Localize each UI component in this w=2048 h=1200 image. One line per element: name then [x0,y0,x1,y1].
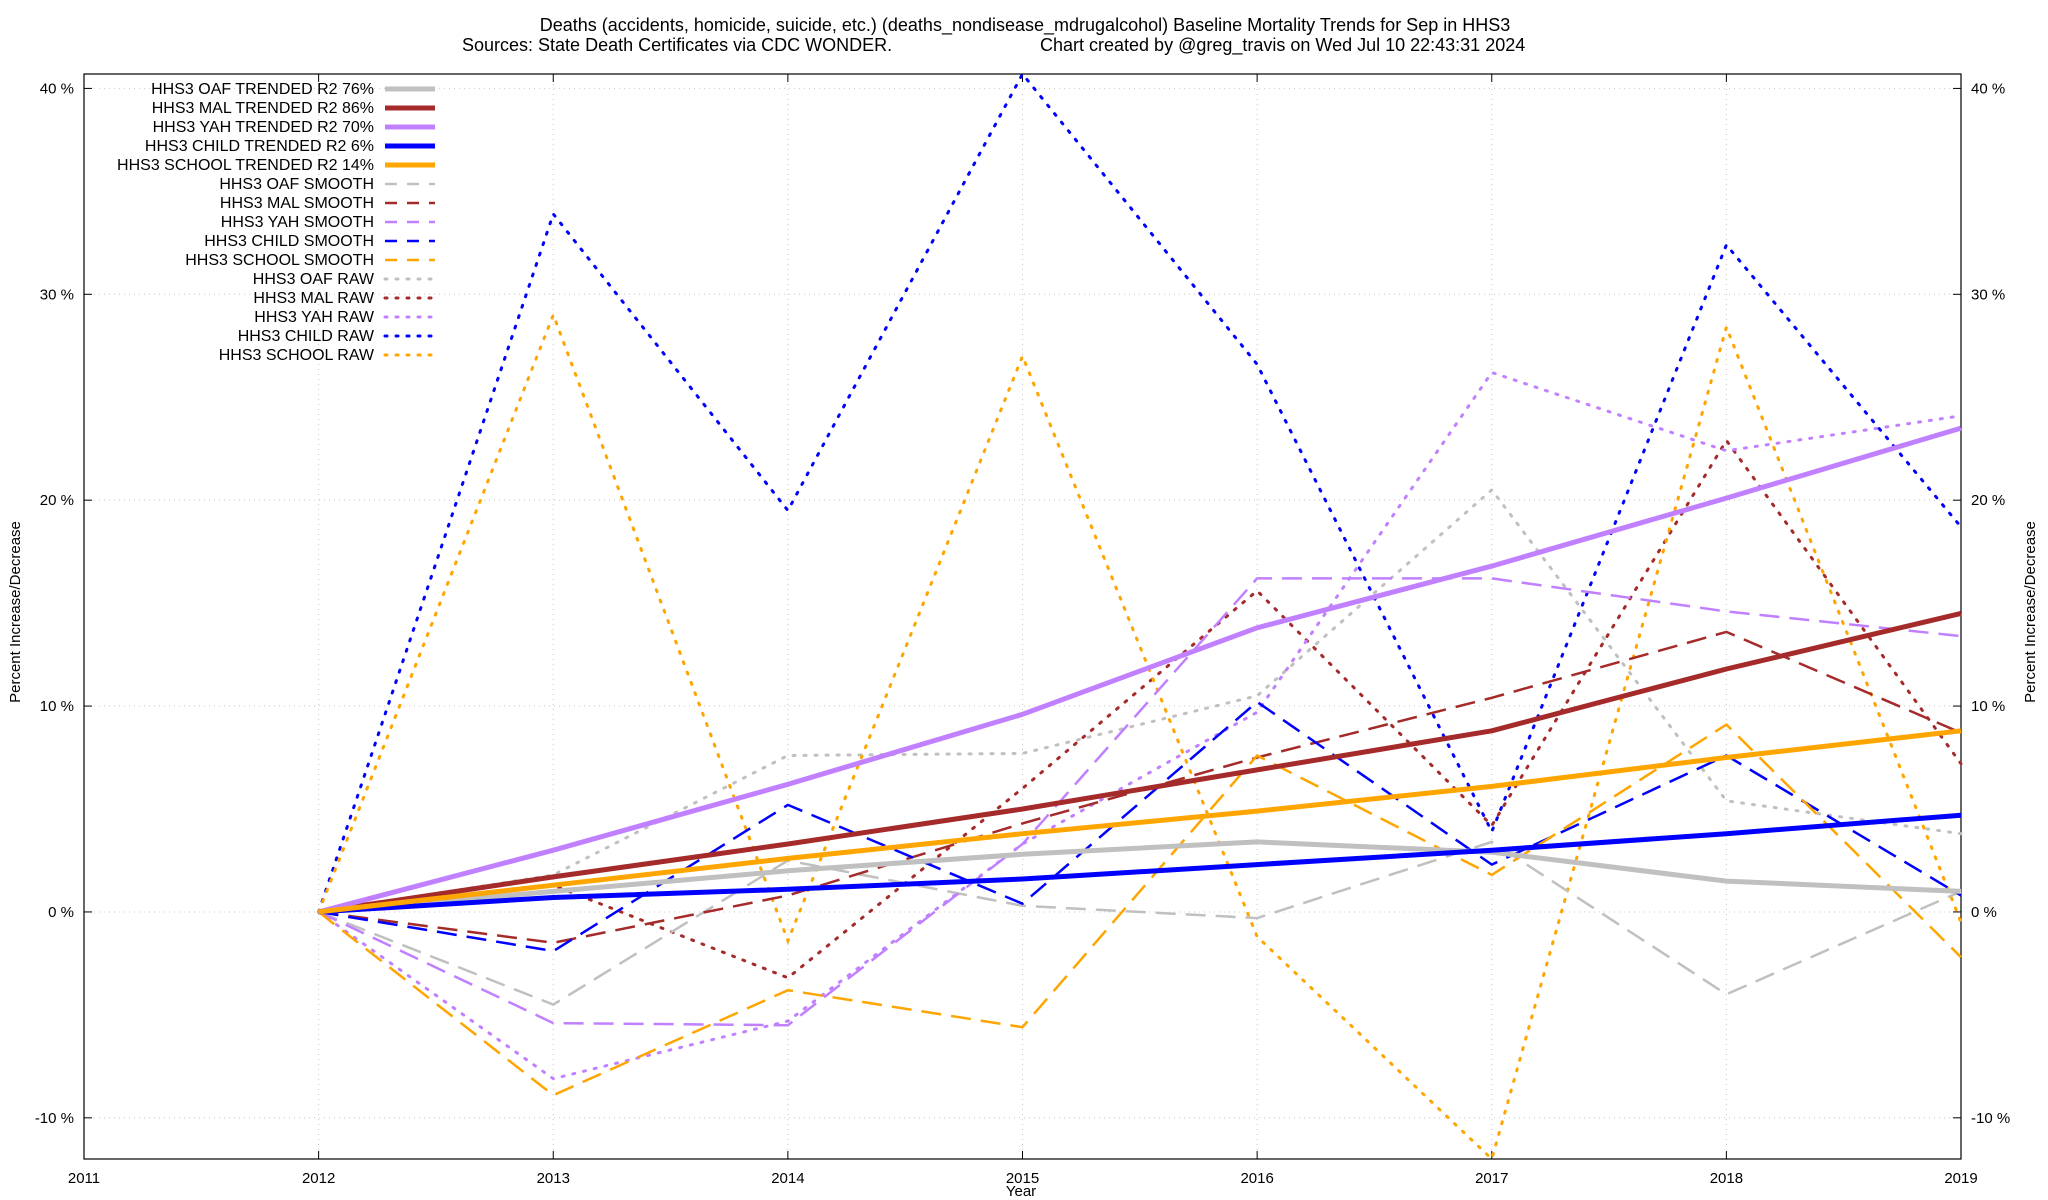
chart-title: Deaths (accidents, homicide, suicide, et… [540,15,1511,36]
legend-label: HHS3 OAF SMOOTH [219,176,374,193]
y-tick-label-right: 20 % [1971,492,2005,509]
legend-label: HHS3 YAH TRENDED R2 70% [153,119,374,136]
y-tick-label-left: -10 % [35,1110,74,1127]
axis-ticks: 2011 2012 2013 2014 2015 2016 2017 2018 2019 -10 … [35,74,2010,1187]
series-line-school-raw [317,310,1963,1162]
y-tick-label-right: -10 % [1971,1110,2010,1127]
legend: HHS3 OAF TRENDED R2 76% HHS3 MAL TRENDED … [117,81,437,364]
legend-label: HHS3 SCHOOL TRENDED R2 14% [117,157,374,174]
series-line-school-smooth [317,723,1962,1097]
y-tick-label-right: 10 % [1971,698,2005,715]
series-line-oaf-trended [318,839,1962,915]
series-line-school-trended [318,728,1962,915]
legend-label: HHS3 CHILD TRENDED R2 6% [145,138,374,155]
x-tick-label: 2019 [1944,1170,1977,1187]
y-tick-label-left: 40 % [40,80,74,97]
series-line-child-trended [318,812,1962,915]
x-tick-label: 2017 [1475,1170,1508,1187]
y-tick-label-left: 20 % [40,492,74,509]
series-line-yah-trended [317,425,1962,915]
x-tick-label: 2014 [771,1170,804,1187]
y-tick-label-left: 30 % [40,286,74,303]
y-tick-label-left: 0 % [48,904,74,921]
series-layer [317,71,1963,1162]
x-tick-label: 2018 [1710,1170,1743,1187]
x-tick-label: 2012 [302,1170,335,1187]
legend-label: HHS3 SCHOOL SMOOTH [185,252,374,269]
chart-source: Sources: State Death Certificates via CD… [462,35,892,55]
x-tick-label: 2013 [537,1170,570,1187]
legend-label: HHS3 YAH SMOOTH [221,214,374,231]
series-line-yah-raw [317,370,1963,1081]
legend-label: HHS3 MAL SMOOTH [220,195,374,212]
legend-label: HHS3 MAL RAW [253,290,375,307]
y-axis-label-right: Percent Increase/Decrease [2022,521,2039,703]
x-tick-label: 2016 [1240,1170,1273,1187]
series-line-oaf-smooth [318,840,1962,1006]
series-line-child-smooth [318,700,1962,953]
series-line-yah-smooth [318,577,1962,1027]
x-tick-label: 2011 [68,1170,100,1187]
legend-label: HHS3 YAH RAW [254,309,375,326]
y-tick-label-left: 10 % [40,698,74,715]
legend-label: HHS3 CHILD SMOOTH [204,233,374,250]
legend-label: HHS3 CHILD RAW [238,328,375,345]
legend-label: HHS3 OAF TRENDED R2 76% [151,81,374,98]
y-tick-label-right: 30 % [1971,286,2005,303]
legend-label: HHS3 MAL TRENDED R2 86% [152,100,374,117]
y-tick-label-right: 0 % [1971,904,1997,921]
legend-label: HHS3 OAF RAW [253,271,375,288]
x-axis-label: Year [1006,1183,1036,1200]
chart-credit: Chart created by @greg_travis on Wed Jul… [1040,35,1525,56]
y-tick-label-right: 40 % [1971,80,2005,97]
x-tick-label: 2015 [1006,1170,1039,1187]
series-line-mal-trended [318,610,1962,915]
series-line-mal-raw [317,437,1963,980]
y-axis-label-left: Percent Increase/Decrease [7,521,24,703]
legend-label: HHS3 SCHOOL RAW [219,347,375,364]
